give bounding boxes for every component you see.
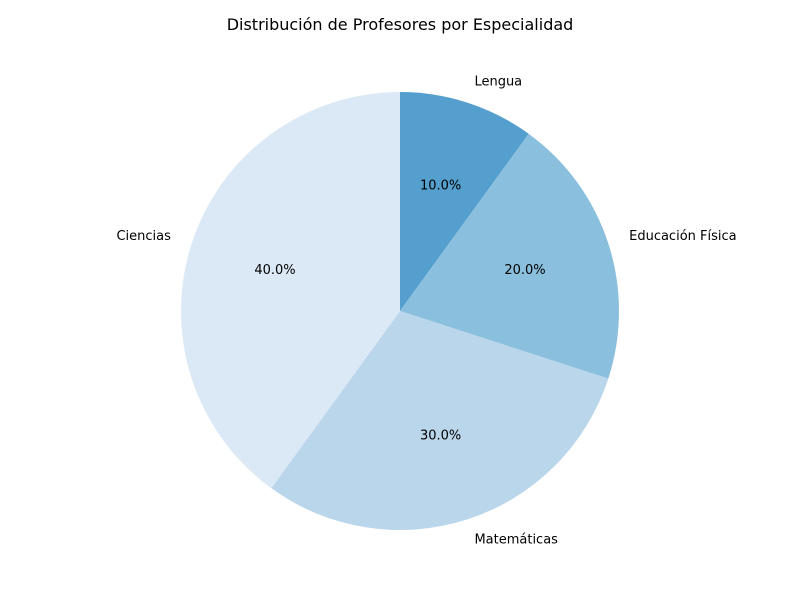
percent-label-lengua: 10.0% [420, 179, 461, 194]
slice-label-ciencias: Ciencias [116, 229, 171, 244]
chart-title: Distribución de Profesores por Especiali… [227, 15, 574, 34]
pie-slice-matematicas [271, 311, 609, 530]
pie-labels: Lengua 10.0% Educación Física 20.0% Matemáti… [116, 74, 736, 547]
percent-label-matematicas: 30.0% [420, 428, 461, 443]
slice-label-matematicas: Matemáticas [474, 533, 558, 548]
pie-slice-lengua [400, 92, 529, 311]
percent-label-educacion-fisica: 20.0% [504, 263, 545, 278]
pie-slice-educacion-fisica [400, 133, 619, 379]
percent-label-ciencias: 40.0% [254, 263, 295, 278]
slice-label-educacion-fisica: Educación Física [629, 229, 737, 244]
slice-label-lengua: Lengua [474, 74, 522, 89]
pie-slices [181, 92, 619, 530]
pie-slice-ciencias [181, 92, 400, 489]
